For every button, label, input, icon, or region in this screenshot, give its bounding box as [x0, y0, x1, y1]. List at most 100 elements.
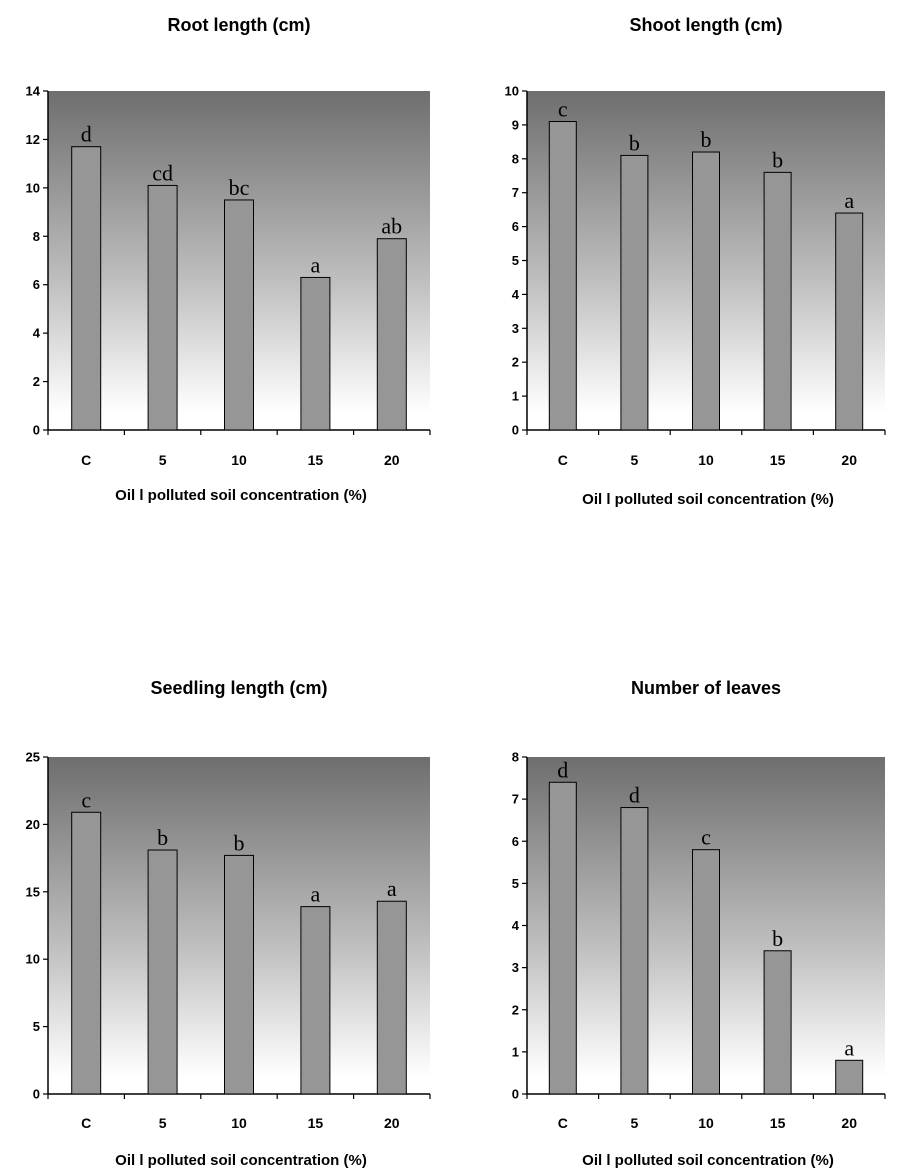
y-tick-label: 10 — [505, 84, 519, 99]
significance-letter: c — [701, 825, 711, 850]
y-tick-label: 3 — [512, 321, 519, 336]
x-axis-label: Oil l polluted soil concentration (%) — [582, 491, 834, 508]
chart-panel-3: Seedling length (cm) 0 5 10 15 20 25 Cc 5 b 10 b 15 a… — [26, 678, 431, 1169]
x-category-label: C — [81, 452, 91, 468]
x-category-label: 20 — [384, 452, 400, 468]
bar-15 — [763, 171, 792, 431]
bar-20 — [376, 238, 407, 431]
y-tick-label: 6 — [512, 219, 519, 234]
chart-panel-4: Number of leaves 0 1 2 3 4 5 6 7 8 Cd 5 d 10 c 15 b 20 a Oi… — [512, 678, 886, 1169]
chart-title: Root length (cm) — [168, 15, 311, 35]
y-tick-label: 4 — [512, 918, 520, 933]
significance-letter: b — [234, 830, 245, 855]
bar-C — [71, 811, 102, 1095]
y-tick-label: 10 — [26, 180, 40, 195]
x-category-label: 20 — [384, 1115, 400, 1131]
significance-letter: b — [772, 147, 783, 172]
y-tick-label: 2 — [33, 374, 40, 389]
y-tick-label: 7 — [512, 185, 519, 200]
y-tick-label: 10 — [26, 952, 40, 967]
significance-letter: b — [157, 825, 168, 850]
x-axis-label: Oil l polluted soil concentration (%) — [115, 1152, 367, 1169]
chart-title: Shoot length (cm) — [630, 15, 783, 35]
x-category-label: 10 — [698, 452, 714, 468]
y-tick-label: 4 — [512, 287, 520, 302]
significance-letter: b — [629, 130, 640, 155]
significance-letter: c — [81, 787, 91, 812]
significance-letter: a — [311, 252, 321, 277]
y-tick-label: 12 — [26, 132, 40, 147]
y-tick-label: 25 — [26, 750, 40, 765]
bar-20 — [835, 212, 864, 431]
y-tick-label: 1 — [512, 389, 519, 404]
x-category-label: 5 — [631, 452, 639, 468]
x-category-label: 5 — [159, 1115, 167, 1131]
y-tick-label: 0 — [33, 1087, 40, 1102]
y-tick-label: 8 — [33, 229, 40, 244]
bar-5 — [147, 184, 178, 431]
bar-C — [548, 121, 577, 431]
y-tick-label: 0 — [33, 423, 40, 438]
x-category-label: 15 — [770, 1115, 786, 1131]
bar-C — [548, 781, 577, 1095]
significance-letter: ab — [381, 214, 402, 239]
y-tick-label: 14 — [26, 84, 41, 99]
y-tick-label: 5 — [512, 876, 519, 891]
significance-letter: d — [557, 757, 568, 782]
significance-letter: d — [81, 122, 92, 147]
x-category-label: C — [81, 1115, 91, 1131]
x-category-label: 15 — [770, 452, 786, 468]
significance-letter: a — [387, 876, 397, 901]
bar-5 — [147, 849, 178, 1095]
y-tick-label: 9 — [512, 117, 519, 132]
chart-panel-2: Shoot length (cm) 0 1 2 3 4 5 6 7 8 9 10 Cc 5 b 10 b 15 b 2… — [505, 15, 886, 508]
y-tick-label: 3 — [512, 960, 519, 975]
bar-10 — [692, 849, 720, 1095]
bar-10 — [692, 151, 720, 431]
y-tick-label: 0 — [512, 1087, 519, 1102]
x-category-label: 5 — [159, 452, 167, 468]
bar-10 — [224, 854, 254, 1095]
x-category-label: 15 — [308, 452, 324, 468]
bar-5 — [620, 807, 649, 1095]
y-tick-label: 6 — [33, 277, 40, 292]
x-category-label: 20 — [841, 452, 857, 468]
chart-title: Number of leaves — [631, 678, 781, 698]
significance-letter: cd — [152, 160, 173, 185]
y-tick-label: 4 — [33, 326, 41, 341]
x-axis-label: Oil l polluted soil concentration (%) — [115, 487, 367, 504]
x-category-label: C — [558, 452, 568, 468]
x-category-label: 10 — [698, 1115, 714, 1131]
significance-letter: b — [772, 926, 783, 951]
significance-letter: d — [629, 783, 640, 808]
significance-letter: c — [558, 97, 568, 122]
y-tick-label: 7 — [512, 792, 519, 807]
x-category-label: C — [558, 1115, 568, 1131]
x-category-label: 10 — [231, 1115, 247, 1131]
bar-10 — [224, 199, 254, 431]
significance-letter: bc — [229, 175, 250, 200]
x-category-label: 20 — [841, 1115, 857, 1131]
y-tick-label: 5 — [33, 1019, 40, 1034]
bar-20 — [376, 900, 407, 1095]
bar-15 — [300, 276, 331, 431]
y-tick-label: 15 — [26, 884, 40, 899]
x-category-label: 15 — [308, 1115, 324, 1131]
y-tick-label: 2 — [512, 1002, 519, 1017]
bar-C — [71, 146, 102, 431]
y-tick-label: 5 — [512, 253, 519, 268]
bar-15 — [763, 950, 792, 1095]
significance-letter: b — [701, 127, 712, 152]
y-tick-label: 1 — [512, 1044, 519, 1059]
y-tick-label: 20 — [26, 817, 40, 832]
y-tick-label: 8 — [512, 750, 519, 765]
chart-panel-1: Root length (cm) 0 2 4 6 8 10 12 14 Cd 5 cd 10 bc 15 a 2… — [26, 15, 431, 504]
x-axis-label: Oil l polluted soil concentration (%) — [582, 1152, 834, 1169]
bar-15 — [300, 906, 331, 1095]
y-tick-label: 0 — [512, 423, 519, 438]
chart-title: Seedling length (cm) — [150, 678, 327, 698]
significance-letter: a — [311, 882, 321, 907]
x-category-label: 5 — [631, 1115, 639, 1131]
